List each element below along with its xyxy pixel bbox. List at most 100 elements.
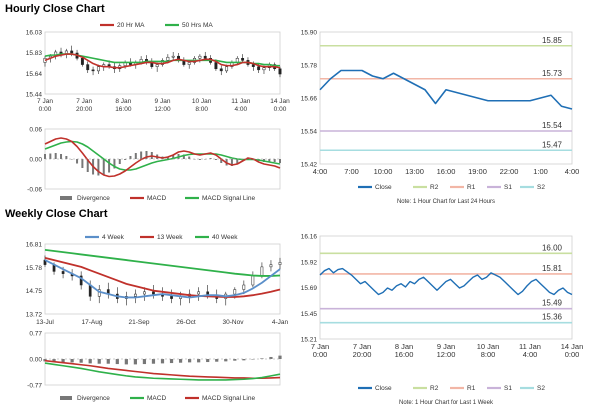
weekly-levels-y-tick-label: 16.16	[301, 234, 318, 241]
hourly-divergence-bar	[140, 151, 143, 159]
hourly-divergence-bar	[198, 159, 201, 160]
hourly-levels-x-tick-label: 10:00	[374, 167, 393, 176]
hourly-divergence-bar	[273, 159, 276, 162]
hourly-divergence-bar	[86, 159, 89, 172]
hourly-price-x-tick-label: 20:00	[76, 106, 93, 113]
hourly-levels-note: Note: 1 Hour Chart for Last 24 Hours	[397, 199, 495, 205]
weekly-price-candle-body	[79, 275, 83, 286]
weekly-price-x-tick-label: 26-Oct	[176, 319, 196, 326]
weekly-levels-legend-s1-label: S1	[504, 385, 512, 392]
weekly-price-candle-body	[269, 264, 273, 268]
hourly-close-chart-title: Hourly Close Chart	[5, 3, 105, 15]
weekly-divergence-bar	[142, 359, 147, 365]
weekly-levels-note: Note: 1 Hour Chart for Last 1 Week	[399, 400, 494, 406]
hourly-levels-legend-s1-label: S1	[504, 184, 512, 191]
weekly-level-r2-label: 16.00	[542, 243, 563, 252]
weekly-price-candle-body	[233, 289, 237, 295]
weekly-price-candle-body	[134, 293, 137, 297]
hourly-levels-x-tick-label: 19:00	[468, 167, 487, 176]
weekly-level-s2-label: 15.36	[542, 313, 563, 322]
hourly-legend-divergence-label: Divergence	[77, 195, 110, 202]
hourly-level-s2-label: 15.47	[542, 140, 563, 149]
hourly-price-x-tick-label: 11 Jan	[231, 98, 250, 105]
weekly-levels-x-tick-label: 4:00	[523, 350, 538, 359]
hourly-price-x-tick-label: 12:00	[154, 106, 171, 113]
weekly-legend-4week-label: 4 Week	[102, 234, 125, 241]
weekly-divergence-bar	[188, 359, 192, 363]
weekly-close-chart-title: Weekly Close Chart	[5, 208, 108, 220]
hourly-levels-x-tick-label: 22:00	[500, 167, 519, 176]
weekly-price-y-tick-label: 13.72	[26, 312, 43, 319]
weekly-divergence-bar	[79, 359, 83, 363]
hourly-divergence-bar	[54, 153, 57, 159]
weekly-4week-line	[44, 259, 281, 299]
weekly-macd-y-tick-label: -0.77	[27, 383, 42, 390]
hourly-price-candle-body	[278, 68, 282, 75]
weekly-level-r1-label: 15.81	[542, 264, 563, 273]
weekly-divergence-bar	[115, 359, 119, 365]
weekly-price-x-tick-label: 21-Sep	[129, 319, 150, 326]
hourly-divergence-bar	[81, 159, 84, 168]
weekly-13week-line	[44, 256, 281, 298]
hourly-legend-divergence-swatch	[60, 196, 72, 200]
weekly-price-x-tick-label: 30-Nov	[223, 319, 245, 326]
weekly-divergence-bar	[88, 359, 92, 364]
hourly-divergence-bar	[268, 159, 271, 162]
hourly-macd-y-tick-label: 0.06	[29, 127, 42, 134]
weekly-divergence-bar	[133, 359, 137, 365]
hourly-divergence-bar	[44, 154, 46, 159]
hourly-price-x-tick-label: 7 Jan	[37, 98, 53, 105]
weekly-levels-y-tick-label: 15.45	[301, 311, 318, 318]
hourly-divergence-bar	[214, 159, 217, 160]
hourly-price-x-tick-label: 7 Jan	[76, 98, 92, 105]
weekly-levels-x-tick-label: 8:00	[481, 350, 496, 359]
hourly-divergence-bar	[236, 159, 239, 164]
weekly-price-candle-body	[242, 284, 246, 290]
weekly-price-candle-body	[197, 291, 201, 295]
hourly-price-x-tick-label: 0:00	[274, 106, 287, 113]
weekly-levels-x-tick-label: 16:00	[395, 350, 414, 359]
hourly-levels-y-tick-label: 15.42	[301, 162, 318, 169]
weekly-divergence-bar	[160, 359, 165, 364]
hourly-levels-frame	[319, 31, 573, 165]
hourly-price-y-tick-label: 15.64	[26, 71, 43, 78]
hourly-price-candle-body	[225, 66, 229, 72]
weekly-divergence-bar	[242, 359, 246, 361]
weekly-price-candle-body	[278, 262, 282, 265]
weekly-price-y-tick-label: 16.81	[26, 242, 43, 249]
hourly-divergence-bar	[102, 159, 105, 175]
weekly-price-x-tick-label: 17-Aug	[82, 319, 103, 326]
hourly-divergence-bar	[49, 153, 52, 159]
weekly-level-s1-label: 15.49	[542, 299, 563, 308]
hourly-price-candle-body	[262, 67, 266, 71]
weekly-macd-signal-line	[44, 359, 281, 380]
weekly-levels-x-tick-label: 7 Jan	[353, 342, 371, 351]
hourly-levels-legend-r1-label: R1	[467, 184, 476, 191]
hourly-levels-legend-close-label: Close	[375, 184, 392, 191]
weekly-macd-y-tick-label: 0.77	[29, 331, 42, 338]
hourly-macd-y-tick-label: -0.06	[27, 187, 42, 194]
hourly-price-candle-body	[161, 60, 164, 65]
weekly-divergence-bar	[206, 359, 210, 363]
weekly-levels-y-tick-label: 15.21	[301, 337, 318, 344]
weekly-levels-legend-r2-label: R2	[430, 385, 439, 392]
weekly-divergence-bar	[278, 355, 282, 359]
hourly-price-candle-body	[198, 55, 202, 59]
weekly-divergence-bar	[260, 358, 264, 359]
hourly-price-candle-body	[70, 50, 74, 54]
hourly-divergence-bar	[97, 159, 100, 176]
weekly-price-y-tick-label: 15.78	[26, 265, 43, 272]
weekly-divergence-bar	[43, 359, 47, 362]
hourly-price-x-tick-label: 16:00	[115, 106, 132, 113]
weekly-levels-legend-s2-label: S2	[537, 385, 545, 392]
hourly-price-x-tick-label: 14 Jan	[270, 98, 290, 105]
weekly-divergence-bar	[151, 359, 156, 364]
weekly-levels-legend-close-label: Close	[375, 385, 392, 392]
weekly-divergence-bar	[70, 359, 74, 363]
weekly-levels-legend-r1-label: R1	[467, 385, 476, 392]
weekly-price-y-tick-label: 14.75	[26, 288, 43, 295]
weekly-levels-x-tick-label: 20:00	[353, 350, 372, 359]
weekly-levels-y-tick-label: 15.92	[301, 259, 318, 266]
hourly-macd-signal-line	[44, 140, 281, 171]
